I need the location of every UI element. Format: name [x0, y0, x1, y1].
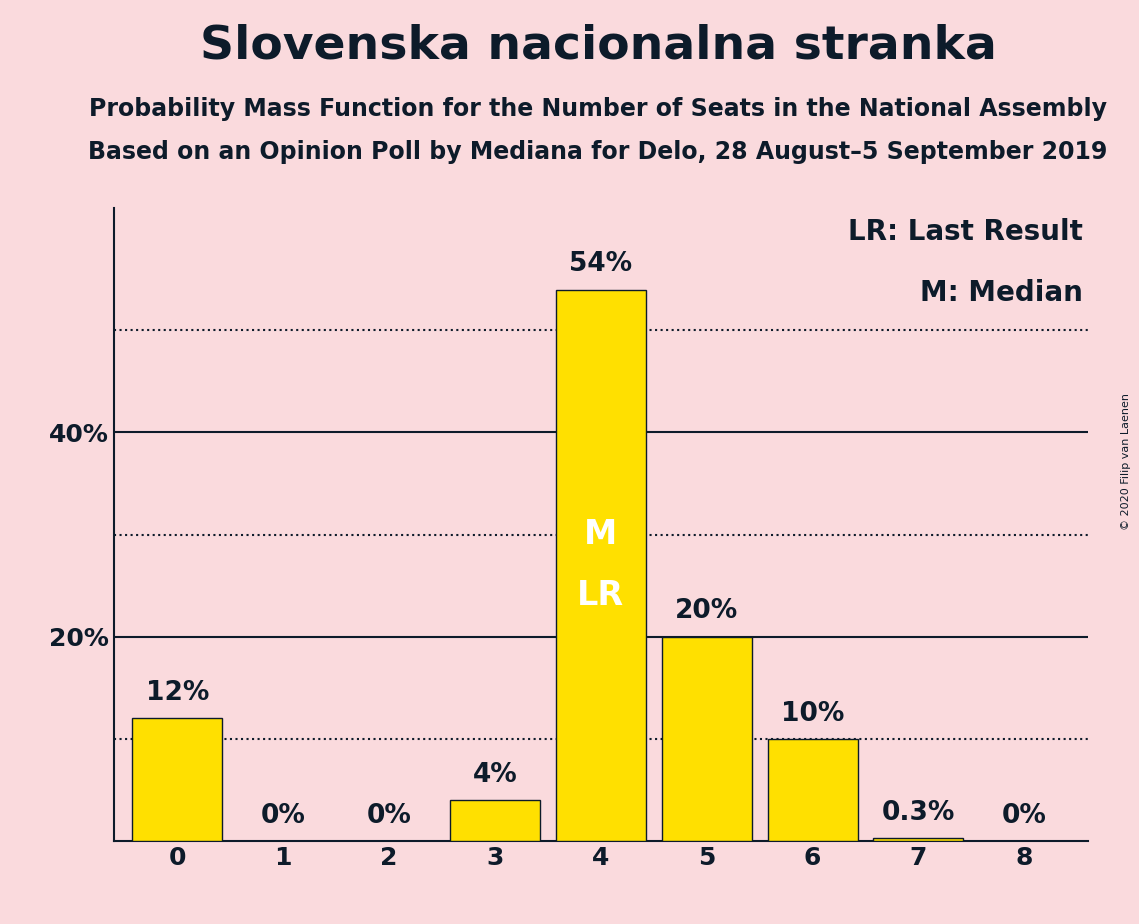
Bar	[874, 838, 964, 841]
Text: 20%: 20%	[675, 599, 738, 625]
Text: 0%: 0%	[1002, 803, 1047, 829]
Text: 0.3%: 0.3%	[882, 799, 956, 825]
Text: LR: Last Result: LR: Last Result	[847, 218, 1082, 246]
Text: LR: LR	[577, 579, 624, 613]
Bar	[662, 637, 752, 841]
Bar	[450, 800, 540, 841]
Text: 54%: 54%	[570, 251, 632, 277]
Text: M: M	[584, 518, 617, 551]
Text: Based on an Opinion Poll by Mediana for Delo, 28 August–5 September 2019: Based on an Opinion Poll by Mediana for …	[89, 140, 1107, 164]
Text: 0%: 0%	[261, 803, 305, 829]
Text: M: Median: M: Median	[919, 279, 1082, 308]
Bar	[768, 739, 858, 841]
Text: Slovenska nacionalna stranka: Slovenska nacionalna stranka	[199, 23, 997, 68]
Text: Probability Mass Function for the Number of Seats in the National Assembly: Probability Mass Function for the Number…	[89, 97, 1107, 121]
Bar	[132, 718, 222, 841]
Text: 10%: 10%	[781, 700, 844, 726]
Text: 0%: 0%	[367, 803, 411, 829]
Text: © 2020 Filip van Laenen: © 2020 Filip van Laenen	[1121, 394, 1131, 530]
Text: 12%: 12%	[146, 680, 210, 706]
Text: 4%: 4%	[473, 761, 517, 788]
Bar	[556, 289, 646, 841]
